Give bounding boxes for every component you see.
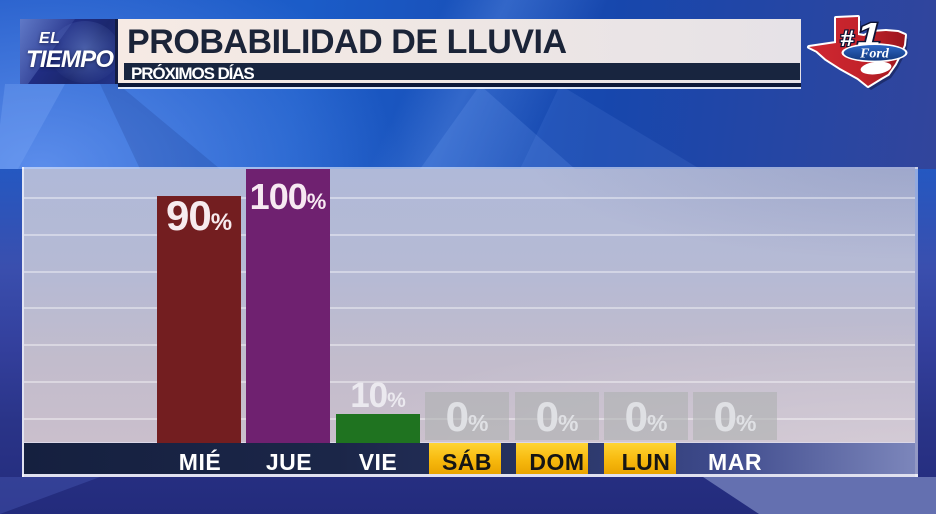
svg-text:Ford: Ford [859,47,890,62]
